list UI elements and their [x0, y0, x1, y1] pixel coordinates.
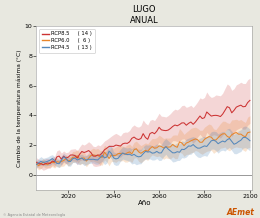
Y-axis label: Cambio de la temperatura máxima (°C): Cambio de la temperatura máxima (°C)	[16, 49, 22, 167]
X-axis label: Año: Año	[138, 200, 151, 206]
Text: AEmet: AEmet	[227, 208, 255, 217]
Legend: RCP8.5     ( 14 ), RCP6.0     (  6 ), RCP4.5     ( 13 ): RCP8.5 ( 14 ), RCP6.0 ( 6 ), RCP4.5 ( 13…	[39, 29, 95, 53]
Title: LUGO
ANUAL: LUGO ANUAL	[130, 5, 159, 25]
Text: © Agencia Estatal de Meteorología: © Agencia Estatal de Meteorología	[3, 213, 65, 217]
